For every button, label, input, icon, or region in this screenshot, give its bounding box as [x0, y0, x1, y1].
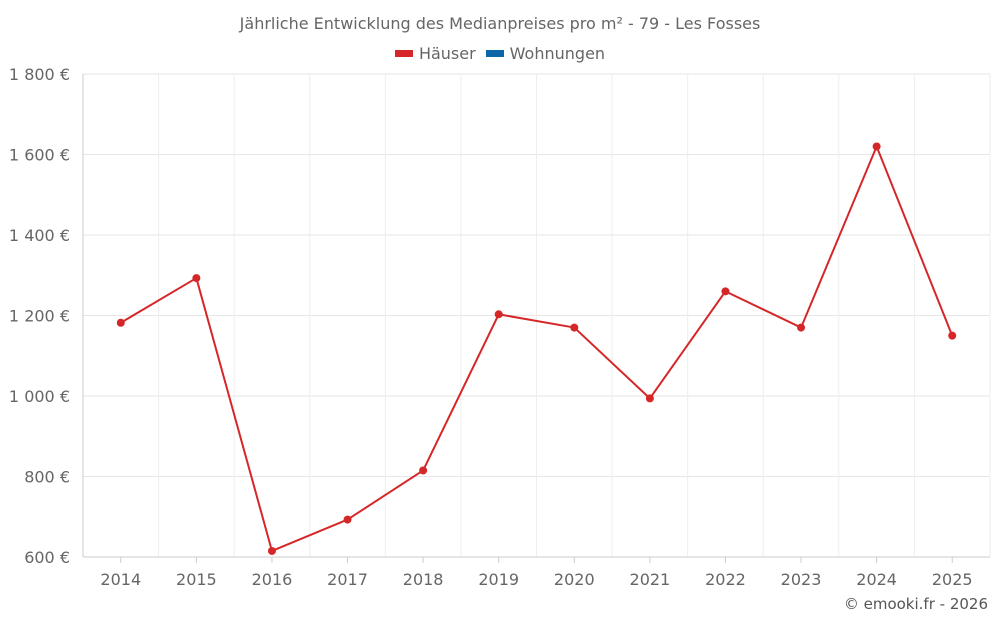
x-tick-label: 2014: [100, 570, 141, 589]
data-point-houses: [494, 310, 503, 319]
x-tick-label: 2017: [327, 570, 368, 589]
x-tick-label: 2022: [705, 570, 746, 589]
legend-label-houses: Häuser: [418, 44, 476, 63]
chart-legend: Häuser Wohnungen: [0, 44, 1000, 63]
legend-item-apartments[interactable]: Wohnungen: [485, 44, 606, 63]
x-tick-label: 2015: [176, 570, 217, 589]
data-point-houses: [570, 323, 579, 332]
x-tick-label: 2018: [403, 570, 444, 589]
x-tick-label: 2024: [856, 570, 897, 589]
data-point-houses: [645, 394, 654, 403]
x-tick-label: 2021: [630, 570, 671, 589]
data-point-houses: [797, 323, 806, 332]
x-tick-label: 2016: [252, 570, 293, 589]
y-tick-label: 1 200 €: [9, 307, 70, 326]
y-tick-label: 1 800 €: [9, 65, 70, 84]
legend-label-apartments: Wohnungen: [509, 44, 606, 63]
data-point-houses: [721, 287, 730, 296]
data-point-houses: [343, 515, 352, 524]
y-tick-label: 600 €: [24, 548, 70, 567]
y-tick-label: 800 €: [24, 468, 70, 487]
x-tick-label: 2023: [781, 570, 822, 589]
y-tick-label: 1 000 €: [9, 387, 70, 406]
data-point-houses: [419, 466, 428, 475]
y-tick-label: 1 600 €: [9, 146, 70, 165]
x-tick-label: 2019: [478, 570, 519, 589]
chart-title: Jährliche Entwicklung des Medianpreises …: [239, 14, 761, 33]
credit-text: © emooki.fr - 2026: [843, 595, 988, 613]
x-tick-label: 2025: [932, 570, 973, 589]
data-point-houses: [192, 274, 201, 283]
legend-swatch-houses: [394, 50, 413, 57]
x-tick-label: 2020: [554, 570, 595, 589]
legend-swatch-apartments: [485, 50, 504, 57]
legend-item-houses[interactable]: Häuser: [394, 44, 476, 63]
y-tick-label: 1 400 €: [9, 226, 70, 245]
series-line-houses: [120, 145, 954, 552]
data-point-houses: [872, 142, 881, 151]
data-point-houses: [267, 546, 276, 555]
data-point-houses: [116, 318, 125, 327]
data-point-houses: [948, 331, 957, 340]
